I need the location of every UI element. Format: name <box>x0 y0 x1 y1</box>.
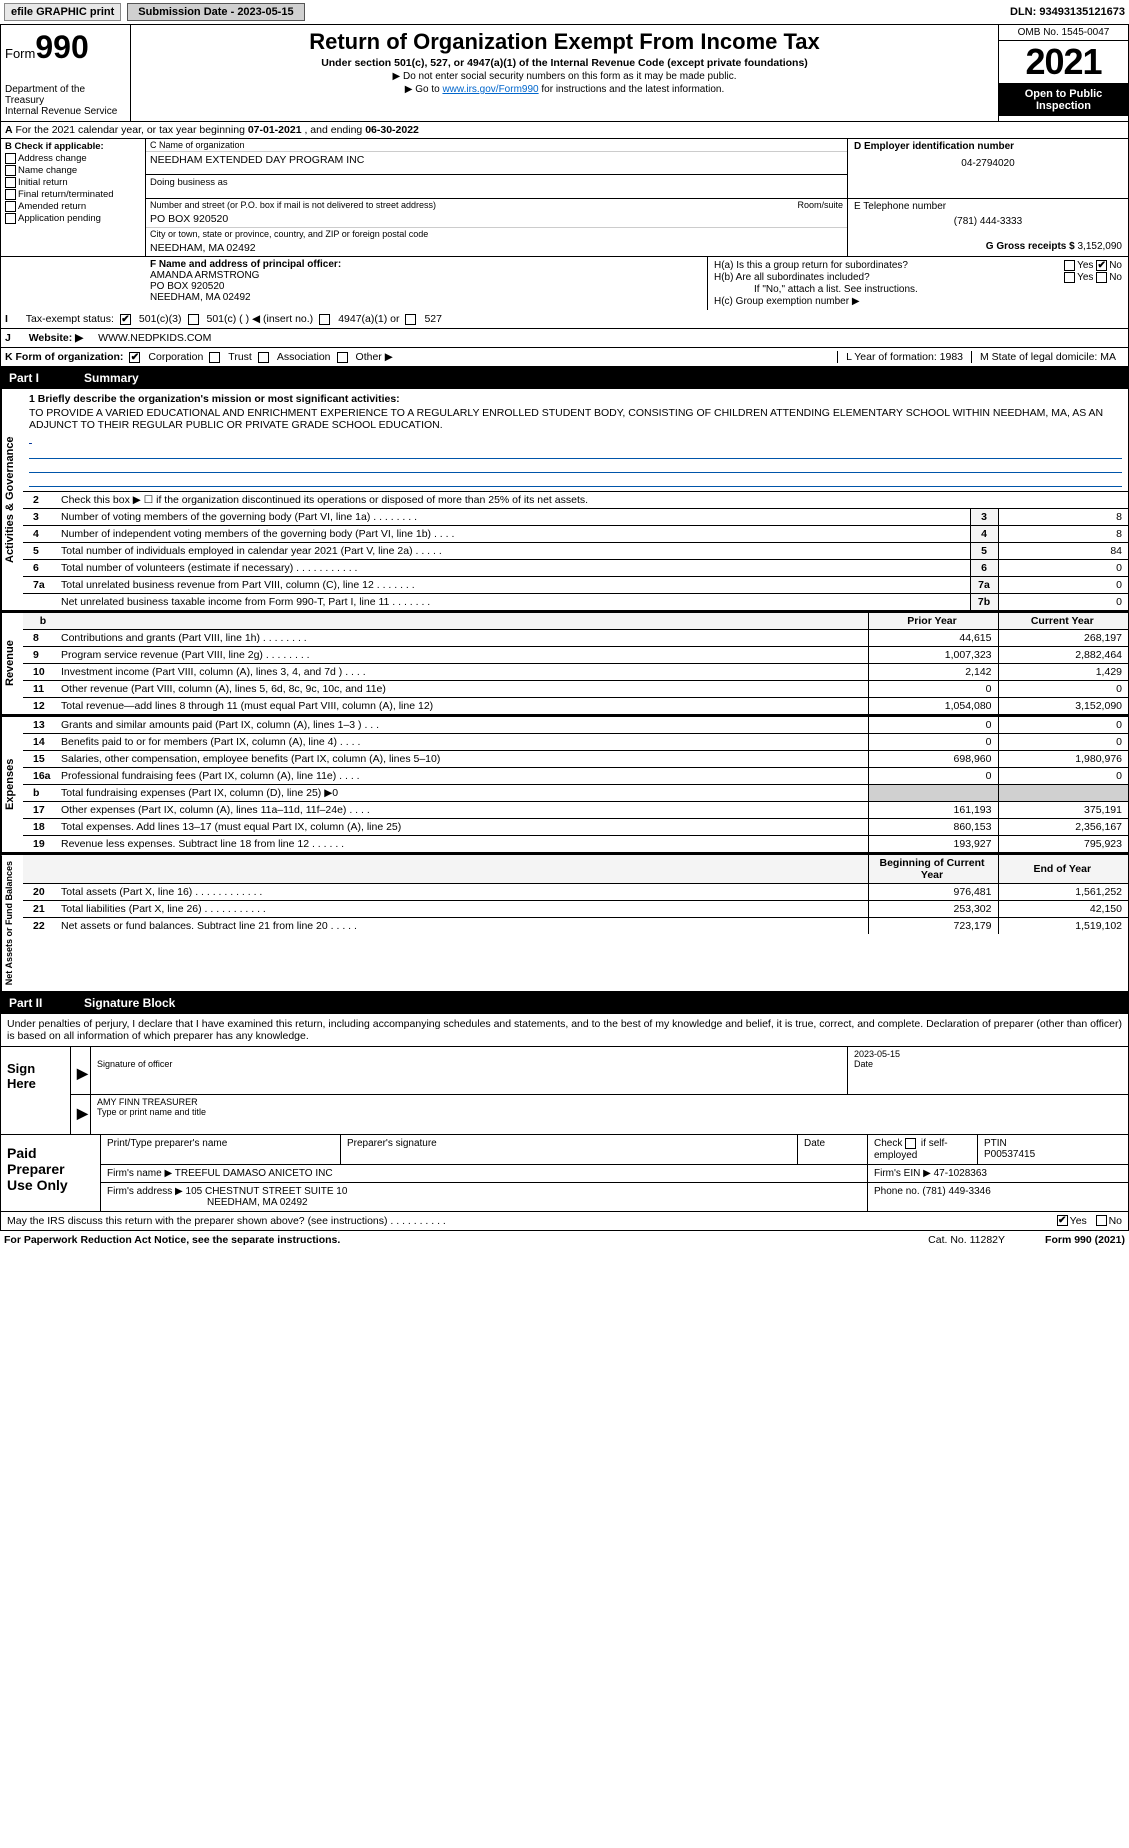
form-number: 990 <box>35 29 88 65</box>
city-state-zip: NEEDHAM, MA 02492 <box>146 240 847 256</box>
net-assets-section: Net Assets or Fund Balances Beginning of… <box>0 853 1129 992</box>
expenses-section: Expenses 13Grants and similar amounts pa… <box>0 715 1129 853</box>
cb-discuss-no[interactable] <box>1096 1215 1107 1226</box>
m-state-domicile: M State of legal domicile: MA <box>971 351 1124 363</box>
omb-number: OMB No. 1545-0047 <box>999 25 1128 41</box>
side-expenses: Expenses <box>1 717 23 852</box>
ein-value: 04-2794020 <box>854 158 1122 169</box>
blank-line <box>29 473 1122 487</box>
goto-note: ▶ Go to www.irs.gov/Form990 for instruct… <box>139 84 990 95</box>
paperwork-notice: For Paperwork Reduction Act Notice, see … <box>4 1234 340 1246</box>
form-header: Form990 Department of the Treasury Inter… <box>0 25 1129 122</box>
paid-preparer-label: Paid Preparer Use Only <box>1 1135 101 1210</box>
side-net-assets: Net Assets or Fund Balances <box>1 855 23 991</box>
governance-section: Activities & Governance 1 Briefly descri… <box>0 389 1129 611</box>
header-left: Form990 Department of the Treasury Inter… <box>1 25 131 121</box>
cb-association[interactable] <box>258 352 269 363</box>
sign-here-block: Sign Here ▶ Signature of officer 2023-05… <box>0 1047 1129 1135</box>
f-principal-officer: F Name and address of principal officer:… <box>146 257 708 310</box>
website-value: WWW.NEDPKIDS.COM <box>98 332 211 344</box>
revenue-section: Revenue bPrior YearCurrent Year 8Contrib… <box>0 611 1129 715</box>
tax-year: 2021 <box>999 41 1128 84</box>
g-gross-label: G Gross receipts $ <box>986 241 1075 252</box>
e-phone-label: E Telephone number <box>854 201 1122 212</box>
form-title: Return of Organization Exempt From Incom… <box>139 29 990 55</box>
cb-self-employed[interactable] <box>905 1138 916 1149</box>
dln-text: DLN: 93493135121673 <box>1010 6 1125 18</box>
org-name: NEEDHAM EXTENDED DAY PROGRAM INC <box>146 152 847 174</box>
topbar: efile GRAPHIC print Submission Date - 20… <box>0 0 1129 25</box>
header-right: OMB No. 1545-0047 2021 Open to Public In… <box>998 25 1128 121</box>
submission-date-button[interactable]: Submission Date - 2023-05-15 <box>127 3 304 21</box>
column-b-checkboxes: B Check if applicable: Address change Na… <box>1 139 146 256</box>
ssn-note: ▶ Do not enter social security numbers o… <box>139 71 990 82</box>
cb-address-change[interactable]: Address change <box>5 153 141 164</box>
net-assets-table: Beginning of Current YearEnd of Year 20T… <box>23 855 1128 934</box>
arrow-icon: ▶ <box>77 1105 88 1121</box>
tax-exempt-row: I Tax-exempt status: 501(c)(3) 501(c) ( … <box>0 310 1129 329</box>
arrow-icon: ▶ <box>77 1065 88 1081</box>
gross-receipts-value: 3,152,090 <box>1078 241 1123 252</box>
efile-label: efile GRAPHIC print <box>4 3 121 21</box>
cb-trust[interactable] <box>209 352 220 363</box>
cb-501c[interactable] <box>188 314 199 325</box>
cb-initial-return[interactable]: Initial return <box>5 177 141 188</box>
irs-text: Internal Revenue Service <box>5 106 126 117</box>
cb-name-change[interactable]: Name change <box>5 165 141 176</box>
dba-label: Doing business as <box>146 174 847 198</box>
section-f-h: F Name and address of principal officer:… <box>0 256 1129 310</box>
form-word: Form <box>5 46 35 61</box>
blank-line <box>29 459 1122 473</box>
open-to-public: Open to Public Inspection <box>999 84 1128 116</box>
section-b-to-g: B Check if applicable: Address change Na… <box>0 139 1129 256</box>
row-a-tax-year: A For the 2021 calendar year, or tax yea… <box>0 122 1129 139</box>
cb-corporation[interactable] <box>129 352 140 363</box>
city-label: City or town, state or province, country… <box>146 227 847 240</box>
paid-preparer-block: Paid Preparer Use Only Print/Type prepar… <box>0 1135 1129 1211</box>
cb-final-return[interactable]: Final return/terminated <box>5 189 141 200</box>
side-revenue: Revenue <box>1 613 23 714</box>
discuss-with-preparer-row: May the IRS discuss this return with the… <box>0 1212 1129 1231</box>
part-i-header: Part I Summary <box>0 367 1129 389</box>
addr-label: Number and street (or P.O. box if mail i… <box>150 200 436 210</box>
street-address: PO BOX 920520 <box>146 211 847 227</box>
penalty-declaration: Under penalties of perjury, I declare th… <box>0 1014 1129 1047</box>
cb-discuss-yes[interactable] <box>1057 1215 1068 1226</box>
revenue-table: bPrior YearCurrent Year 8Contributions a… <box>23 613 1128 714</box>
form-id-footer: Form 990 (2021) <box>1045 1234 1125 1246</box>
blank-line <box>29 445 1122 459</box>
phone-value: (781) 444-3333 <box>854 216 1122 227</box>
cb-amended-return[interactable]: Amended return <box>5 201 141 212</box>
part-ii-header: Part II Signature Block <box>0 992 1129 1014</box>
dept-treasury: Department of the Treasury <box>5 84 126 106</box>
column-c-to-g: C Name of organization NEEDHAM EXTENDED … <box>146 139 1128 256</box>
cb-application-pending[interactable]: Application pending <box>5 213 141 224</box>
col-b-spacer <box>1 257 146 310</box>
cb-527[interactable] <box>405 314 416 325</box>
k-form-org-row: K Form of organization: Corporation Trus… <box>0 348 1129 367</box>
cat-no: Cat. No. 11282Y <box>928 1234 1005 1246</box>
l-year-formation: L Year of formation: 1983 <box>837 351 971 363</box>
expenses-table: 13Grants and similar amounts paid (Part … <box>23 717 1128 852</box>
room-suite-label: Room/suite <box>797 200 843 210</box>
governance-table: 2Check this box ▶ ☐ if the organization … <box>23 491 1128 610</box>
irs-form990-link[interactable]: www.irs.gov/Form990 <box>442 84 538 95</box>
cb-other[interactable] <box>337 352 348 363</box>
mission-block: 1 Briefly describe the organization's mi… <box>23 389 1128 491</box>
footer-row: For Paperwork Reduction Act Notice, see … <box>0 1231 1129 1249</box>
cb-501c3[interactable] <box>120 314 131 325</box>
form-subtitle: Under section 501(c), 527, or 4947(a)(1)… <box>139 57 990 69</box>
d-ein-label: D Employer identification number <box>854 141 1122 152</box>
c-name-label: C Name of organization <box>146 139 847 152</box>
header-center: Return of Organization Exempt From Incom… <box>131 25 998 121</box>
mission-text: TO PROVIDE A VARIED EDUCATIONAL AND ENRI… <box>29 405 1122 433</box>
h-group-return: H(a) Is this a group return for subordin… <box>708 257 1128 310</box>
website-row: J Website: ▶ WWW.NEDPKIDS.COM <box>0 329 1129 348</box>
cb-4947[interactable] <box>319 314 330 325</box>
mission-text-underline <box>29 433 1122 445</box>
sign-here-label: Sign Here <box>1 1047 71 1134</box>
side-governance: Activities & Governance <box>1 389 23 610</box>
